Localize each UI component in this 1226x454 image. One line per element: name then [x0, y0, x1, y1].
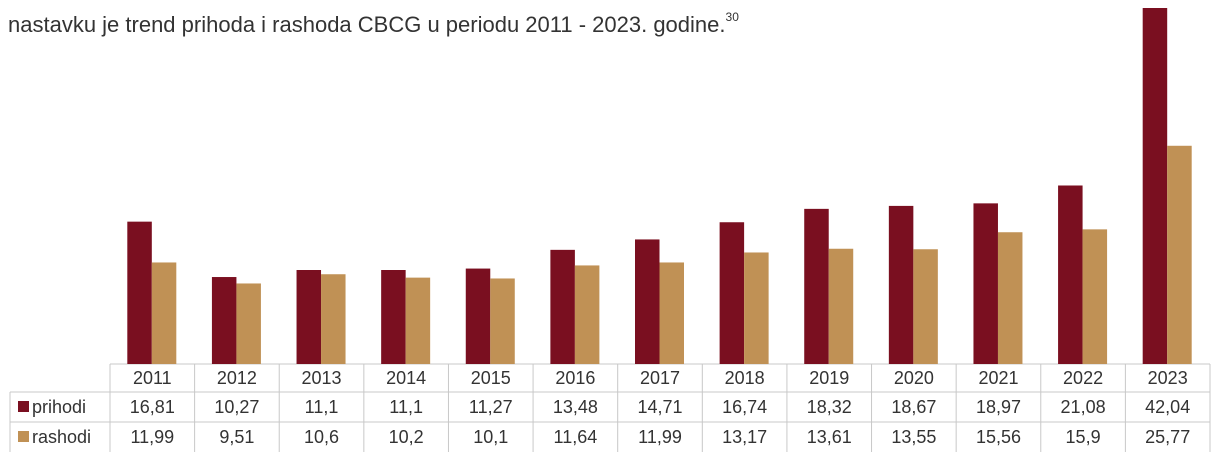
bar — [236, 283, 261, 364]
x-tick-label: 2011 — [133, 368, 172, 388]
table-value: 11,27 — [469, 397, 513, 417]
table-value: 9,51 — [219, 427, 254, 447]
x-tick-label: 2020 — [894, 368, 934, 388]
table-value: 13,17 — [722, 427, 767, 447]
bar — [574, 265, 600, 364]
x-tick-label: 2021 — [978, 368, 1018, 388]
table-value: 16,74 — [722, 397, 767, 417]
x-tick-label: 2018 — [725, 368, 765, 388]
x-tick-label: 2015 — [471, 368, 511, 388]
table-value: 21,08 — [1061, 397, 1106, 417]
table-value: 11,64 — [554, 427, 598, 447]
table-value: 18,32 — [807, 397, 852, 417]
table-value: 14,71 — [637, 397, 682, 417]
table-value: 10,1 — [473, 427, 508, 447]
x-tick-label: 2013 — [302, 368, 342, 388]
bar — [719, 222, 745, 364]
x-tick-label: 2019 — [809, 368, 849, 388]
x-tick-label: 2017 — [640, 368, 680, 388]
table-value: 11,99 — [638, 427, 682, 447]
legend-label: rashodi — [32, 427, 91, 447]
bar — [1142, 8, 1168, 364]
table-value: 11,1 — [305, 397, 339, 417]
legend-swatch — [18, 431, 29, 442]
table-value: 13,55 — [891, 427, 936, 447]
bar — [490, 278, 515, 364]
legend-swatch — [18, 401, 29, 412]
table-value: 15,9 — [1066, 427, 1101, 447]
bar — [465, 268, 491, 364]
table-value: 13,61 — [807, 427, 852, 447]
bar — [973, 203, 998, 364]
intro: nastavku je trend prihoda i rashoda CBCG… — [8, 12, 726, 37]
bar — [127, 221, 152, 364]
table-value: 18,67 — [891, 397, 936, 417]
bar — [151, 262, 177, 364]
table-value: 11,99 — [130, 427, 174, 447]
x-tick-label: 2022 — [1063, 368, 1103, 388]
table-value: 18,97 — [976, 397, 1021, 417]
bar — [659, 262, 684, 364]
table-value: 42,04 — [1145, 397, 1190, 417]
bar — [888, 205, 914, 364]
footnote: 30 — [725, 10, 739, 24]
bar — [744, 252, 769, 364]
table-value: 10,6 — [304, 427, 339, 447]
bar — [211, 277, 237, 364]
bar — [296, 270, 322, 364]
table-value: 25,77 — [1145, 427, 1190, 447]
intro-text: nastavku je trend prihoda i rashoda CBCG… — [8, 10, 739, 38]
bar — [405, 277, 431, 364]
table-value: 11,1 — [389, 397, 423, 417]
bar — [804, 208, 829, 364]
table-value: 15,56 — [976, 427, 1021, 447]
table-value: 10,2 — [389, 427, 424, 447]
bar — [1167, 145, 1192, 364]
bar — [913, 249, 938, 364]
bar — [635, 239, 660, 364]
bar — [550, 249, 575, 364]
x-tick-label: 2023 — [1148, 368, 1188, 388]
bar — [828, 248, 854, 364]
x-tick-label: 2016 — [555, 368, 595, 388]
table-value: 13,48 — [553, 397, 598, 417]
bar — [381, 270, 406, 364]
x-tick-label: 2014 — [386, 368, 426, 388]
bar — [321, 274, 346, 364]
x-tick-label: 2012 — [217, 368, 257, 388]
table-value: 10,27 — [214, 397, 259, 417]
legend-label: prihodi — [32, 397, 86, 417]
table-value: 16,81 — [130, 397, 175, 417]
bar — [997, 232, 1023, 364]
bar — [1058, 185, 1083, 364]
bar — [1082, 229, 1108, 364]
